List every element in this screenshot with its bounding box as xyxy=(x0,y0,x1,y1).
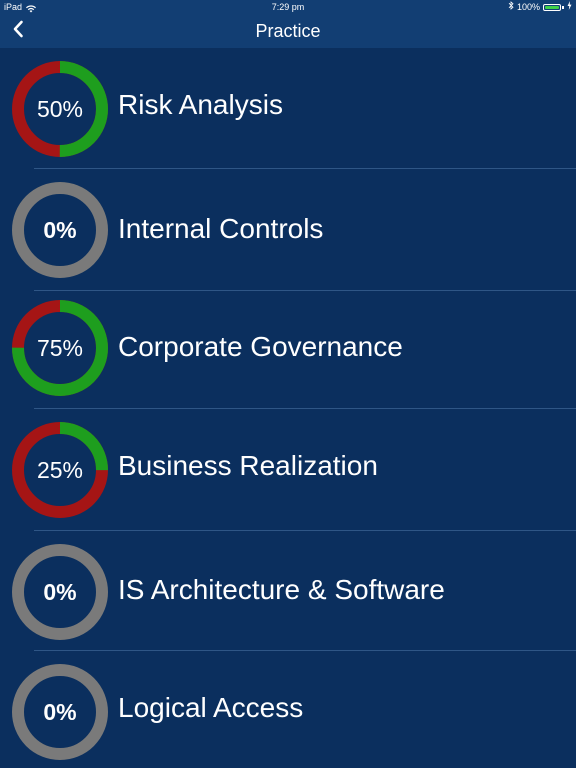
row-divider xyxy=(34,290,576,291)
topic-label: Corporate Governance xyxy=(118,331,403,362)
topic-list: 50% Risk Analysis 0% Internal Controls 75% Co… xyxy=(0,48,576,768)
wifi-icon xyxy=(26,3,37,13)
progress-ring: 50% xyxy=(10,59,110,159)
progress-ring-graphic xyxy=(12,664,108,760)
row-divider xyxy=(34,530,576,531)
progress-ring: 25% xyxy=(10,420,110,520)
progress-ring-graphic xyxy=(12,544,108,640)
score-percent: 0% xyxy=(43,217,77,243)
score-percent: 25% xyxy=(36,457,84,483)
topic-row[interactable]: 0% Internal Controls xyxy=(0,169,576,291)
progress-ring: 0% xyxy=(10,542,110,642)
charging-icon xyxy=(567,0,572,14)
chevron-left-icon xyxy=(12,20,24,43)
navigation-bar: Practice xyxy=(0,14,576,48)
page-title: Practice xyxy=(255,21,321,41)
status-time: 7:29 pm xyxy=(271,2,305,12)
topic-label: Business Realization xyxy=(118,450,378,481)
topic-row[interactable]: 25% Business Realization xyxy=(0,409,576,531)
battery-cap xyxy=(562,5,564,9)
score-percent: 50% xyxy=(36,96,84,122)
back-button[interactable] xyxy=(4,17,32,45)
topic-label: Internal Controls xyxy=(118,213,324,244)
status-right: 100% xyxy=(508,0,572,14)
correct-arc xyxy=(12,61,108,157)
score-percent: 0% xyxy=(43,699,77,725)
battery-percent: 100% xyxy=(516,2,540,12)
device-name: iPad xyxy=(4,2,23,12)
progress-ring: 75% xyxy=(10,298,110,398)
battery-fill xyxy=(545,5,559,9)
row-divider xyxy=(34,168,576,169)
progress-ring-graphic xyxy=(12,61,108,157)
score-percent: 75% xyxy=(36,335,84,361)
progress-ring-graphic xyxy=(12,422,108,518)
topic-row[interactable]: 0% IS Architecture & Software xyxy=(0,531,576,651)
correct-arc xyxy=(12,422,108,518)
topic-row[interactable]: 0% Logical Access xyxy=(0,651,576,768)
empty-ring xyxy=(12,182,108,278)
topic-label: IS Architecture & Software xyxy=(118,574,445,605)
empty-ring xyxy=(12,544,108,640)
row-divider xyxy=(34,650,576,651)
progress-ring-graphic xyxy=(12,300,108,396)
bluetooth-icon xyxy=(508,0,514,14)
topic-label: Risk Analysis xyxy=(118,89,283,120)
progress-ring-graphic xyxy=(12,182,108,278)
score-percent: 0% xyxy=(43,579,77,605)
status-left: iPad xyxy=(4,0,37,14)
topic-row[interactable]: 75% Corporate Governance xyxy=(0,291,576,409)
battery-icon xyxy=(543,3,561,11)
topic-row[interactable]: 50% Risk Analysis xyxy=(0,48,576,169)
status-bar: iPad 7:29 pm 100% xyxy=(0,0,576,14)
correct-arc xyxy=(12,300,108,396)
progress-ring: 0% xyxy=(10,180,110,280)
topic-label: Logical Access xyxy=(118,692,304,723)
empty-ring xyxy=(12,664,108,760)
row-divider xyxy=(34,408,576,409)
progress-ring: 0% xyxy=(10,662,110,762)
